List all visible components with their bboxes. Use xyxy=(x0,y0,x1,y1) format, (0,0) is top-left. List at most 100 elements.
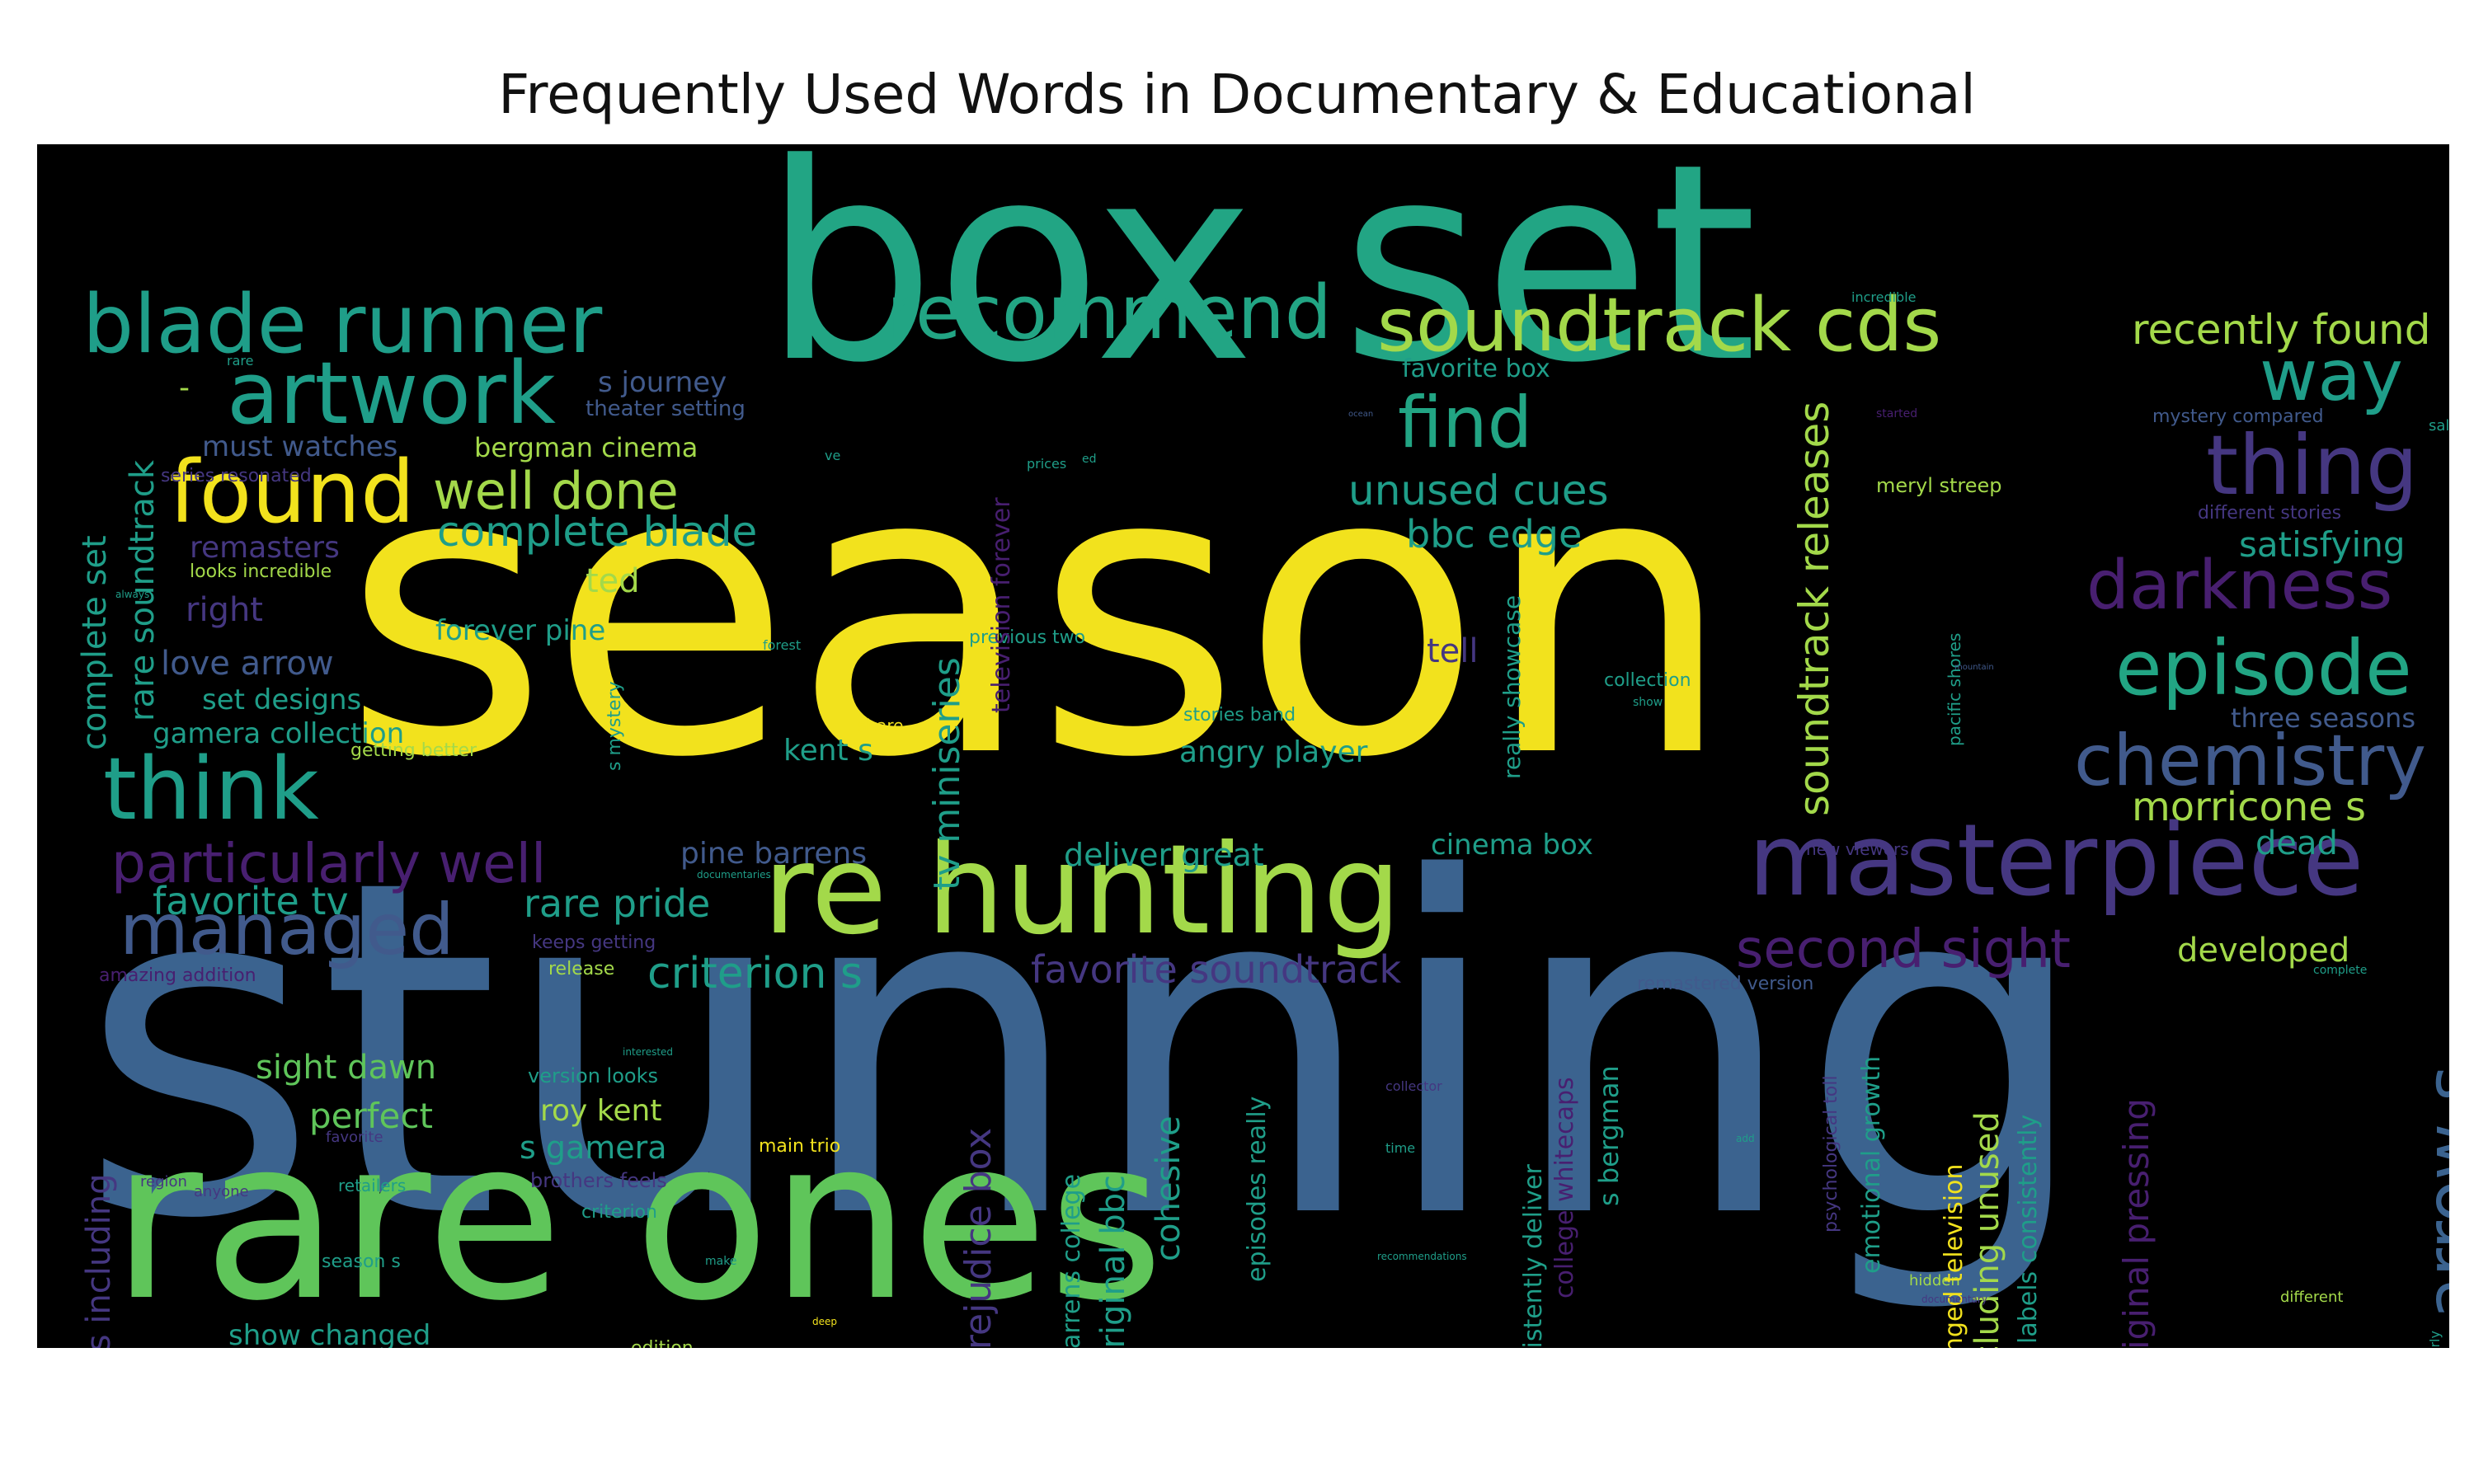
word-8: found xyxy=(169,442,416,542)
word-80: remastered version xyxy=(1637,974,1814,994)
word-128: including unused xyxy=(1968,1111,2006,1348)
word-131: arrow s xyxy=(2411,1065,2449,1319)
word-121: episodes really xyxy=(1243,1096,1272,1282)
word-135: show xyxy=(1633,696,1663,709)
word-5: masterpiece xyxy=(1748,804,2364,918)
word-cloud-canvas: stunning season box set rare ones re hunting… xyxy=(37,144,2449,1348)
word-93: favorite xyxy=(326,1129,383,1146)
word-3: rare ones xyxy=(111,1090,1164,1348)
word-124: s bergman xyxy=(1593,1065,1625,1206)
word-4: re hunting xyxy=(763,819,1402,962)
word-39: pine barrens xyxy=(680,837,868,871)
word-35: developed xyxy=(2177,932,2350,970)
word-108: soundtrack releases xyxy=(1790,401,1838,816)
word-54: must watches xyxy=(202,430,398,463)
word-58: mystery compared xyxy=(2152,406,2324,427)
word-118: barrens college xyxy=(1057,1173,1086,1348)
word-2: box set xyxy=(763,144,1757,422)
word-46: remasters xyxy=(190,531,340,565)
word-110: television forever xyxy=(987,497,1016,713)
word-103: incredible xyxy=(1851,289,1917,305)
word-84: collection xyxy=(1604,670,1691,691)
word-99: collector xyxy=(1385,1078,1442,1094)
word-133: forest xyxy=(763,637,802,653)
word-50: getting better xyxy=(350,740,477,761)
word-40: angry player xyxy=(1179,735,1368,769)
word-23: complete blade xyxy=(437,508,758,556)
word-136: ve xyxy=(825,448,841,463)
word-104: make xyxy=(705,1255,737,1268)
word-10: recommend xyxy=(887,270,1332,356)
word-97: different xyxy=(2280,1289,2344,1306)
word-6: blade runner xyxy=(82,278,603,372)
word-45: love arrow xyxy=(161,645,334,683)
word-142: add xyxy=(1736,1133,1755,1144)
word-53: theater setting xyxy=(586,397,745,421)
word-109: tv miniseries xyxy=(926,657,968,890)
chart-title: Frequently Used Words in Documentary & E… xyxy=(498,63,1976,126)
word-69: show changed xyxy=(228,1319,431,1348)
word-41: kent s xyxy=(783,734,873,768)
word-125: psychological toll xyxy=(1821,1075,1841,1233)
word-117: prejudice box xyxy=(957,1127,999,1348)
word-33: morricone s xyxy=(2132,784,2367,830)
word-68: main trio xyxy=(759,1136,841,1157)
word-98: hidden xyxy=(1909,1272,1960,1289)
word-57: favorite box xyxy=(1402,355,1550,383)
word-34: dead xyxy=(2255,824,2338,862)
word-91: retailers xyxy=(338,1176,407,1195)
word-146: ocean xyxy=(1348,410,1374,419)
word-64: s gamera xyxy=(520,1129,667,1166)
word-36: three seasons xyxy=(2231,702,2415,734)
word-123: college whitecaps xyxy=(1550,1077,1579,1298)
word-92: season s xyxy=(322,1252,401,1272)
word-114: really showcase xyxy=(1498,594,1526,779)
word-52: s journey xyxy=(598,366,727,399)
word-9: think xyxy=(103,739,319,839)
word-11: soundtrack cds xyxy=(1377,282,1942,369)
word-132: particularly xyxy=(2427,1331,2443,1348)
word-31: recently found xyxy=(2132,306,2431,354)
word-59: meryl streep xyxy=(1876,474,2002,497)
word-47: forever pine xyxy=(435,614,606,647)
word-82: amazing addition xyxy=(99,965,256,986)
word-145: mountain xyxy=(1954,663,1994,672)
word-90: anyone xyxy=(194,1183,249,1200)
word-0: stunning xyxy=(78,782,2093,1320)
word-130: original pressing xyxy=(2116,1098,2157,1348)
word-37: deliver great xyxy=(1064,837,1264,873)
word-62: perfect xyxy=(309,1096,433,1136)
word-15: darkness xyxy=(2086,547,2393,625)
word-139: documentaries xyxy=(697,869,771,881)
word-134: prices xyxy=(1027,456,1067,472)
word-65: version looks xyxy=(528,1064,658,1087)
word-14: thing xyxy=(2206,417,2419,514)
word-116: vangelis including xyxy=(80,1173,118,1348)
word-66: brothers feels xyxy=(530,1169,667,1192)
word-85: stories band xyxy=(1183,705,1296,726)
word-48: set designs xyxy=(202,683,362,716)
word-119: original bbc xyxy=(1094,1175,1132,1348)
word-138: always xyxy=(115,589,150,600)
word-67: criterion xyxy=(581,1202,657,1223)
word-44: right xyxy=(186,591,263,629)
word-83: release xyxy=(548,959,615,979)
word-25: criterion s xyxy=(647,949,863,998)
word-27: favorite tv xyxy=(153,879,349,923)
word-129: labels consistently xyxy=(2014,1114,2043,1344)
word-100: time xyxy=(1385,1140,1416,1156)
word-122: consistently deliver xyxy=(1519,1164,1548,1348)
word-126: emotional growth xyxy=(1857,1055,1886,1274)
word-55: bergman cinema xyxy=(474,432,698,463)
word-43: ted xyxy=(586,562,640,600)
word-144: documentary xyxy=(1921,1294,1987,1305)
word-21: particularly well xyxy=(111,832,547,895)
word-51: looks incredible xyxy=(190,561,332,582)
word-7: artwork xyxy=(227,343,556,444)
word-1: season xyxy=(342,383,1734,844)
word-89: region xyxy=(140,1173,187,1190)
word-22: well done xyxy=(433,461,679,521)
word-115: pacific shores xyxy=(1945,632,1964,746)
word-16: episode xyxy=(2115,624,2412,712)
word-111: s mystery xyxy=(604,681,625,771)
